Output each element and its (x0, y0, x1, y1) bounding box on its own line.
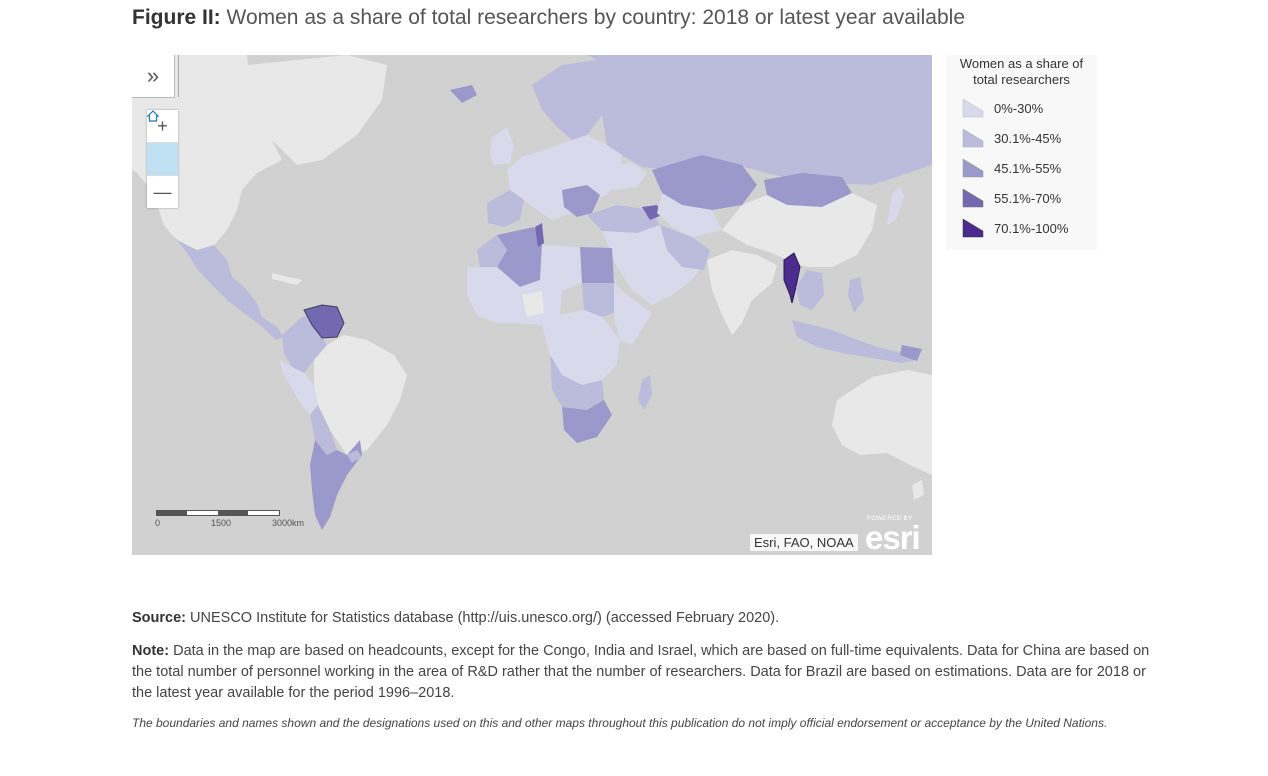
legend-swatch-2 (962, 128, 984, 148)
legend-label-5: 70.1%-100% (994, 220, 1069, 236)
land-philippines (848, 277, 864, 313)
map-legend: Women as a share of total researchers 0%… (946, 55, 1097, 250)
source-line: Source: UNESCO Institute for Statistics … (132, 610, 779, 626)
land-uruguay (347, 450, 362, 463)
legend-item-1: 0%-30% (962, 97, 1043, 119)
land-australia (832, 370, 932, 475)
land-horn-africa (614, 283, 652, 345)
land-iberia (487, 190, 524, 227)
land-morocco (477, 235, 507, 267)
land-algeria (497, 227, 542, 287)
land-central-asia (657, 193, 722, 237)
land-ukraine (600, 163, 647, 190)
zoom-controls: + — (147, 110, 178, 208)
land-myanmar (783, 252, 801, 304)
legend-swatch-1 (962, 98, 984, 118)
figure-title: Figure II: Women as a share of total res… (132, 6, 965, 30)
note-label: Note: (132, 643, 170, 659)
land-caucasus (642, 205, 662, 220)
land-venezuela (303, 304, 345, 339)
scale-label-0: 0 (155, 518, 161, 528)
note-text: Data in the map are based on headcounts,… (132, 643, 1150, 701)
legend-swatch-4 (962, 188, 984, 208)
land-argentina (310, 440, 362, 530)
legend-label-3: 45.1%-55% (994, 160, 1062, 176)
zoom-out-button[interactable]: — (153, 181, 172, 202)
source-text: UNESCO Institute for Statistics database… (190, 610, 780, 626)
land-scandinavia (532, 60, 612, 140)
double-chevron-right-icon: » (146, 63, 160, 88)
land-indonesia (792, 320, 917, 363)
figure-label: Figure II: (132, 6, 221, 29)
home-button[interactable] (147, 110, 178, 176)
land-india (707, 250, 777, 335)
land-south-africa (562, 400, 612, 443)
disclaimer-text: The boundaries and names shown and the d… (132, 716, 1108, 730)
legend-item-3: 45.1%-55% (962, 157, 1061, 179)
land-new-zealand (912, 480, 924, 500)
legend-label-1: 0%-30% (994, 100, 1044, 116)
land-china (722, 193, 877, 267)
land-bolivia (310, 405, 337, 455)
legend-label-4: 55.1%-70% (994, 190, 1062, 206)
land-russia (587, 55, 932, 185)
legend-swatch-5 (962, 218, 984, 238)
map-attribution[interactable]: Esri, FAO, NOAA (750, 534, 858, 551)
legend-item-5: 70.1%-100% (962, 217, 1068, 239)
legend-item-2: 30.1%-45% (962, 127, 1061, 149)
land-mali (522, 291, 544, 317)
zoom-in-button[interactable]: + (147, 110, 178, 143)
land-central-africa (542, 310, 620, 385)
land-brazil (314, 335, 407, 455)
land-madagascar (638, 375, 652, 410)
land-libya (540, 245, 582, 291)
land-egypt (580, 247, 614, 283)
land-turkey (587, 205, 660, 233)
land-se-asia (796, 270, 824, 310)
legend-swatch-3 (962, 158, 984, 178)
land-peru (280, 360, 318, 415)
source-label: Source: (132, 610, 186, 626)
land-balkans (562, 185, 600, 217)
land-southern-central-africa (550, 355, 604, 410)
land-iran (660, 225, 710, 270)
figure-title-text: Women as a share of total researchers by… (226, 6, 966, 29)
scale-label-1500: 1500 (211, 518, 232, 528)
scale-label-3000: 3000km (272, 518, 305, 528)
land-mongolia (764, 173, 852, 207)
land-uk (490, 127, 514, 165)
land-tunisia (535, 223, 544, 247)
land-caribbean (272, 273, 302, 285)
home-icon (147, 110, 159, 122)
expand-legend-button[interactable]: » (132, 55, 179, 98)
land-sudan (582, 283, 622, 317)
land-kazakhstan (652, 155, 757, 210)
land-japan (887, 185, 904, 225)
esri-wordmark: esri (865, 519, 921, 555)
land-greenland (247, 55, 387, 165)
land-papua (900, 345, 922, 361)
world-map[interactable] (132, 55, 932, 555)
note-paragraph: Note: Data in the map are based on headc… (132, 641, 1162, 704)
map-view[interactable]: » + — 0 1500 3000km Esri, FAO, NOAA POWE… (132, 55, 932, 555)
legend-title: Women as a share of total researchers (959, 56, 1084, 87)
esri-powered-text: POWERED BY (867, 516, 913, 522)
land-iceland (450, 85, 477, 103)
legend-label-2: 30.1%-45% (994, 130, 1062, 146)
land-mexico (177, 240, 284, 340)
legend-item-4: 55.1%-70% (962, 187, 1061, 209)
